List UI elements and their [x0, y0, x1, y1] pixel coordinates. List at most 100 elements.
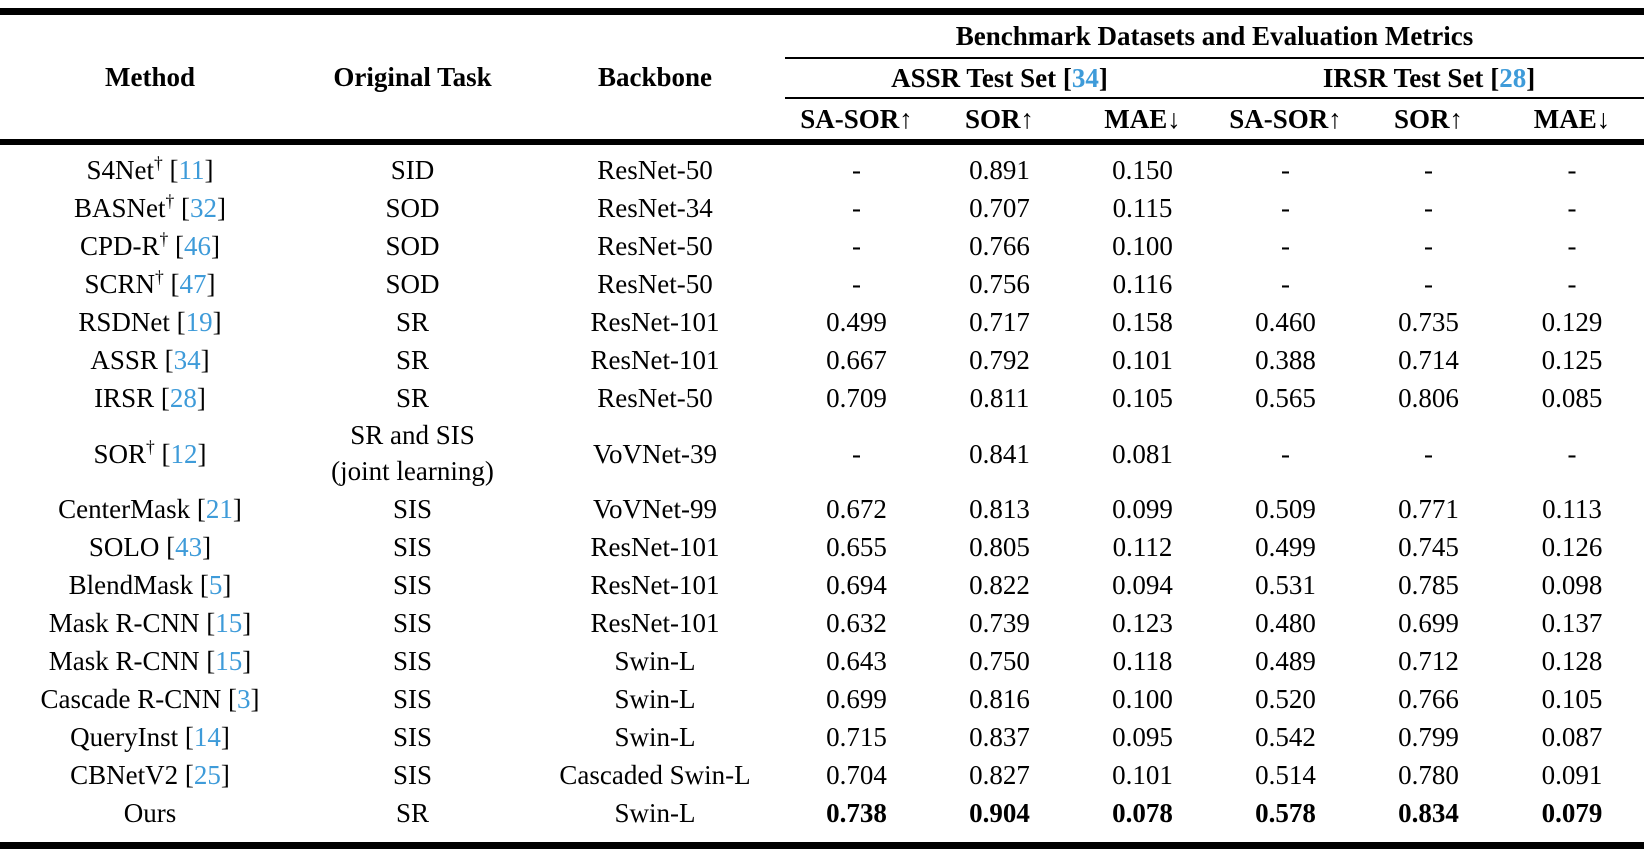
method-cell: SOLO [43] [0, 528, 300, 566]
irsr-mae-value: - [1567, 269, 1577, 299]
assr-sa-sor-value: - [852, 269, 861, 299]
dagger-marker: † [165, 191, 175, 211]
dagger-marker: † [159, 229, 169, 249]
backbone-cell: ResNet-50 [597, 231, 713, 261]
method-name: SOR [93, 438, 146, 469]
method-name: BlendMask [68, 570, 194, 600]
citation-link[interactable]: 34 [173, 345, 201, 375]
citation-link[interactable]: 25 [193, 760, 221, 790]
bracket: [ [161, 438, 171, 469]
method-name: Mask R-CNN [48, 608, 200, 638]
irsr-sa-sor-value: - [1281, 193, 1290, 223]
bracket: [ [175, 231, 185, 261]
method-cell: BlendMask [5] [0, 566, 300, 604]
backbone-cell: ResNet-101 [590, 608, 720, 638]
assr-mae-value: 0.101 [1112, 345, 1173, 375]
original-task-cell: SIS [392, 570, 433, 600]
assr-sor-value: 0.811 [969, 383, 1030, 413]
backbone-cell: Swin-L [614, 722, 696, 752]
bracket: [ [196, 494, 206, 524]
backbone-cell: VoVNet-39 [593, 438, 717, 469]
citation-link[interactable]: 21 [205, 494, 233, 524]
irsr-sor-value: 0.714 [1398, 345, 1459, 375]
assr-sor-value: 0.837 [969, 722, 1030, 752]
task-line-1: SR and SIS [350, 420, 475, 450]
method-cell: Mask R-CNN [15] [0, 604, 300, 642]
irsr-mae-value: 0.085 [1541, 383, 1603, 413]
assr-sa-sor-value: 0.738 [826, 798, 887, 828]
assr-mae-value: 0.116 [1112, 269, 1173, 299]
citation-link[interactable]: 14 [193, 722, 221, 752]
original-task-cell: SR [395, 307, 430, 337]
bracket: ] [1098, 63, 1108, 93]
backbone-cell: ResNet-101 [590, 345, 720, 375]
assr-sor-value: 0.717 [969, 307, 1030, 337]
citation-link[interactable]: 3 [236, 684, 251, 714]
citation-link[interactable]: 12 [170, 438, 198, 469]
table-row: SOLO [43] SIS ResNet-101 0.655 0.805 0.112 0.4… [0, 528, 1644, 566]
bracket: [ [206, 646, 216, 676]
assr-mae-value: 0.115 [1112, 193, 1173, 223]
method-cell: RSDNet [19] [0, 303, 300, 341]
citation-link[interactable]: 15 [215, 608, 243, 638]
bracket: ] [206, 269, 216, 299]
citation-link-assr[interactable]: 34 [1071, 63, 1099, 93]
backbone-cell: VoVNet-99 [593, 494, 717, 524]
bracket: ] [220, 722, 230, 752]
bracket: [ [227, 684, 237, 714]
method-name: Mask R-CNN [48, 646, 200, 676]
assr-sor-value: 0.792 [969, 345, 1030, 375]
irsr-sa-sor-value: - [1281, 269, 1290, 299]
irsr-sor-value: - [1424, 155, 1433, 185]
citation-link[interactable]: 46 [184, 231, 212, 261]
irsr-sor-value: 0.785 [1398, 570, 1459, 600]
assr-sor-value: 0.766 [969, 231, 1030, 261]
table-row: CPD-R† [46] SOD ResNet-50 - 0.766 0.100 - - - [0, 227, 1644, 265]
original-task-cell: SIS [392, 608, 433, 638]
citation-link[interactable]: 28 [169, 383, 197, 413]
assr-sa-sor-value: 0.655 [826, 532, 887, 562]
citation-link[interactable]: 15 [215, 646, 243, 676]
citation-link-irsr[interactable]: 28 [1499, 63, 1527, 93]
assr-mae-value: 0.095 [1112, 722, 1173, 752]
assr-mae-value: 0.099 [1112, 494, 1173, 524]
irsr-mae-value: - [1567, 438, 1577, 469]
assr-label: ASSR Test Set [891, 63, 1057, 93]
bracket: [ [184, 722, 194, 752]
bracket: [ [181, 193, 191, 223]
column-header-original-task: Original Task [300, 11, 525, 145]
method-cell: Ours [0, 794, 300, 846]
original-task-cell: SID [390, 155, 435, 185]
method-cell: IRSR [28] [0, 379, 300, 417]
irsr-mae-value: 0.129 [1541, 307, 1603, 337]
bracket: [ [1490, 63, 1500, 93]
citation-link[interactable]: 19 [185, 307, 213, 337]
citation-link[interactable]: 32 [190, 193, 218, 223]
irsr-mae-value: 0.105 [1541, 684, 1603, 714]
bracket: ] [222, 570, 232, 600]
citation-link[interactable]: 47 [179, 269, 207, 299]
assr-sa-sor-value: 0.667 [826, 345, 887, 375]
method-cell: CPD-R† [46] [0, 227, 300, 265]
table-row: BlendMask [5] SIS ResNet-101 0.694 0.822 0.09… [0, 566, 1644, 604]
bracket: ] [197, 438, 207, 469]
table-row: Mask R-CNN [15] SIS ResNet-101 0.632 0.739 0.… [0, 604, 1644, 642]
assr-sa-sor-value: 0.499 [826, 307, 887, 337]
backbone-cell: ResNet-101 [590, 532, 720, 562]
assr-sa-sor-value: - [852, 155, 861, 185]
bracket: [ [169, 155, 179, 185]
assr-sa-sor-value: 0.694 [826, 570, 887, 600]
citation-link[interactable]: 11 [178, 155, 205, 185]
irsr-sor-value: - [1424, 193, 1433, 223]
assr-sor-value: 0.827 [969, 760, 1030, 790]
irsr-sa-sor-value: 0.542 [1255, 722, 1316, 752]
original-task-cell: SIS [392, 532, 433, 562]
irsr-sa-sor-value: 0.578 [1255, 798, 1316, 828]
irsr-sor-value: - [1424, 269, 1433, 299]
irsr-sa-sor-value: 0.509 [1255, 494, 1316, 524]
table-row: QueryInst [14] SIS Swin-L 0.715 0.837 0.095 0.… [0, 718, 1644, 756]
bracket: ] [196, 383, 206, 413]
citation-link[interactable]: 43 [175, 532, 203, 562]
citation-link[interactable]: 5 [208, 570, 223, 600]
assr-mae-value: 0.078 [1112, 798, 1173, 828]
